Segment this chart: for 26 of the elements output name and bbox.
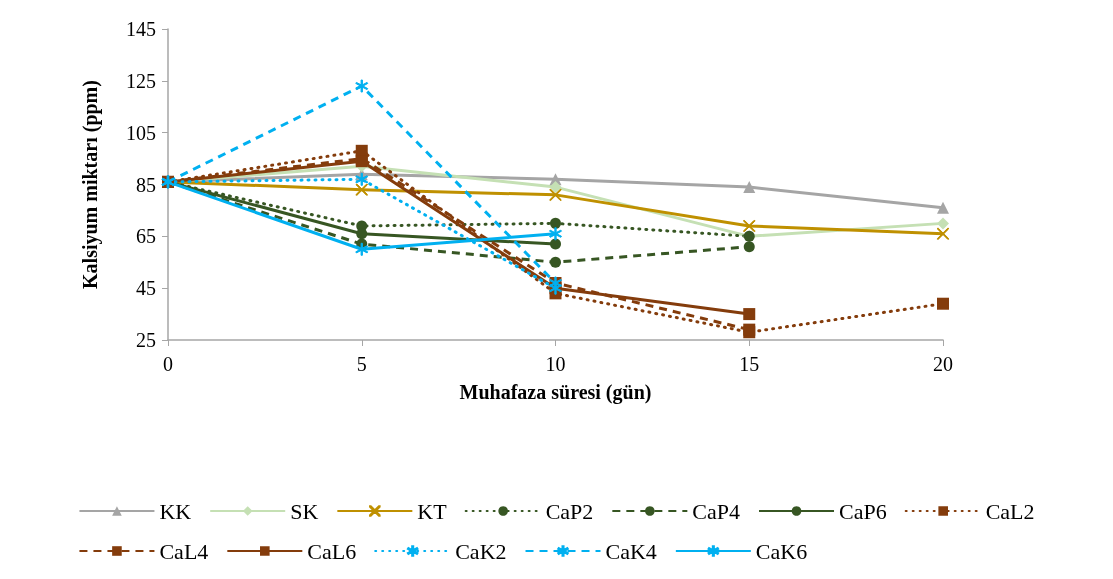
legend-label: CaP4 [692, 498, 741, 524]
y-tick-label: 65 [136, 225, 156, 248]
legend-label: KK [159, 498, 192, 524]
legend-label: CaL6 [307, 538, 357, 564]
y-tick-label: 45 [136, 277, 156, 300]
legend-label: CaK2 [455, 538, 507, 564]
legend-label: CaK4 [605, 538, 657, 564]
legend-label: CaP6 [839, 498, 887, 524]
legend-label: CaK6 [755, 538, 808, 564]
y-tick-label: 105 [126, 121, 156, 144]
x-tick-label: 15 [739, 353, 760, 375]
legend-label: CaL4 [159, 538, 209, 564]
y-tick-label: 85 [136, 173, 156, 196]
y-tick-label: 145 [126, 18, 156, 40]
y-tick-label: 25 [136, 329, 156, 351]
legend-label: CaL2 [985, 498, 1035, 524]
legend-label: KT [417, 498, 448, 524]
x-axis-title: Muhafaza süresi (gün) [459, 381, 652, 404]
x-tick-label: 20 [933, 353, 953, 375]
x-tick-label: 5 [356, 353, 367, 375]
x-tick-label: 10 [545, 353, 566, 375]
y-axis-title: Kalsiyum miktarı (ppm) [79, 80, 102, 289]
y-tick-label: 125 [126, 69, 156, 92]
legend-label: CaP2 [545, 498, 594, 524]
x-tick-label: 0 [163, 353, 173, 375]
legend-label: SK [290, 498, 319, 524]
